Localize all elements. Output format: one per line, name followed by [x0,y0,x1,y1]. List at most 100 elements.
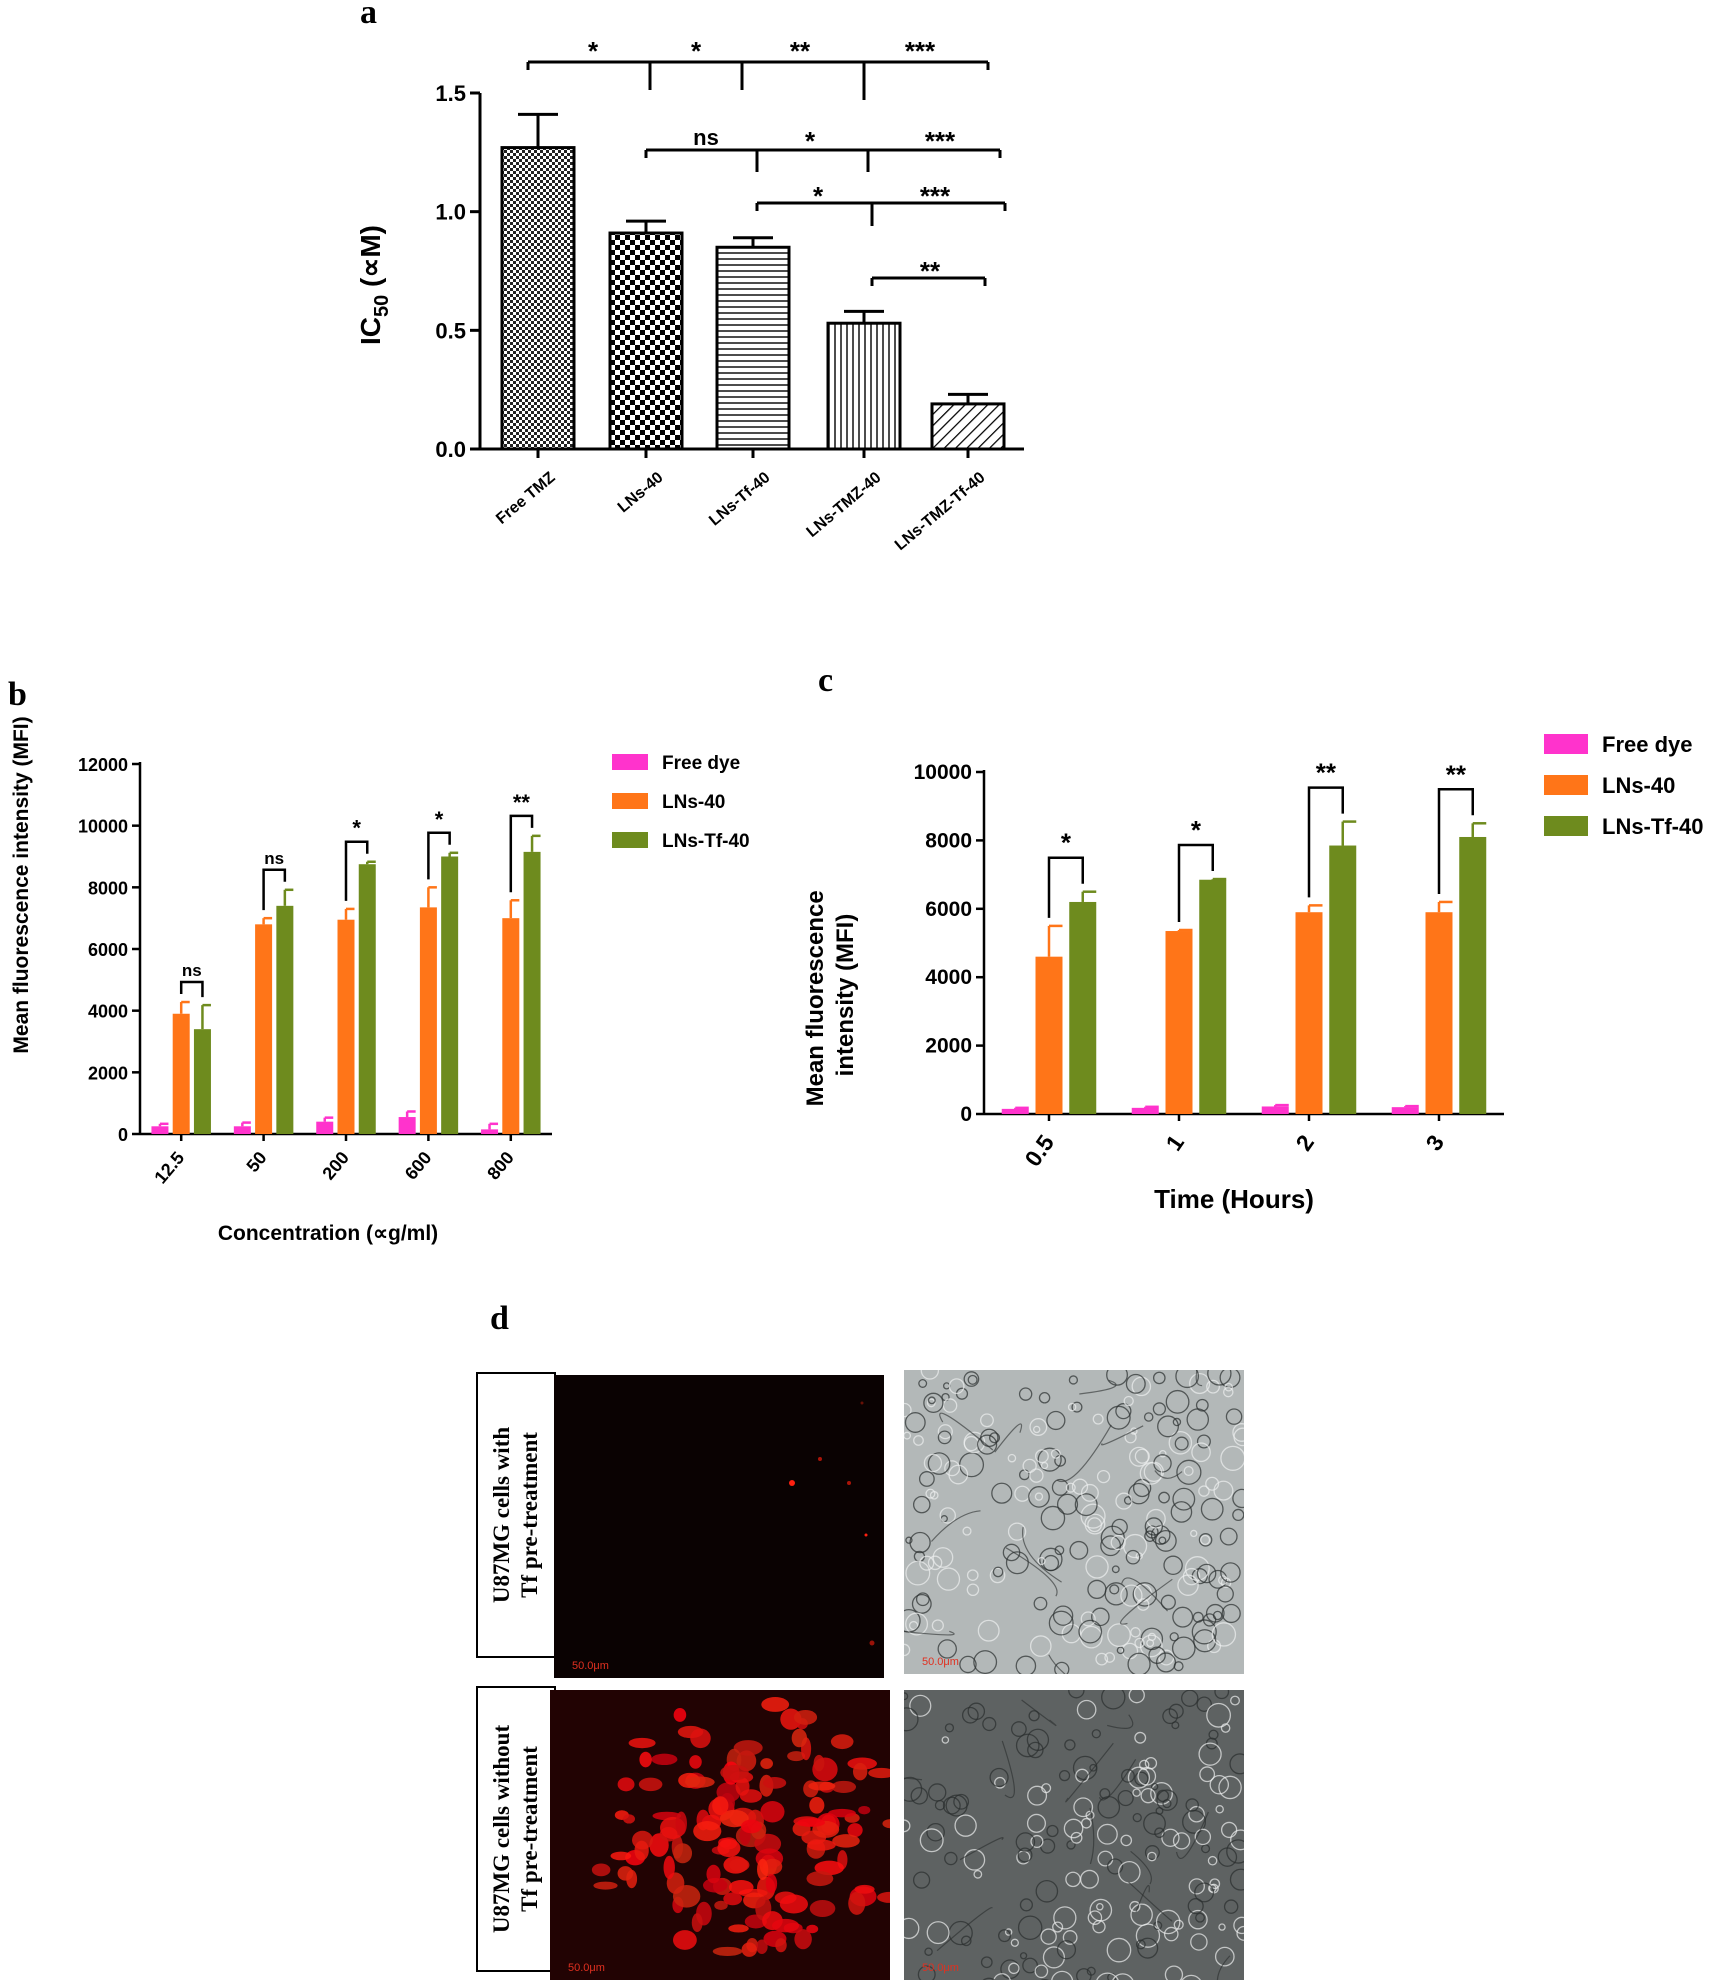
legend-swatch [1544,734,1588,754]
cell-outline [1022,1458,1037,1474]
cell-process [1121,1577,1169,1612]
cell-outline [1220,1445,1244,1471]
bar-free-dye [1391,1107,1419,1114]
cell-outline [1219,1527,1238,1546]
cell-outline [1144,1517,1164,1536]
bar-free-dye [398,1117,416,1134]
significance-label: * [691,36,702,66]
cell-blob [797,1818,826,1827]
cell-process [1005,1547,1058,1597]
x-tick-label: 2 [1290,1130,1319,1155]
cell-outline [941,1736,950,1744]
cell-outline [1120,1834,1133,1847]
cell-outline [1221,1603,1241,1624]
cell-outline [1010,1721,1027,1737]
cell-outline [920,1370,940,1380]
cell-outline [1128,1690,1145,1704]
cell-blob [858,1805,871,1815]
cell-outline [924,1947,933,1956]
cell-outline [1069,1540,1089,1560]
cell-blob [729,1858,750,1872]
cell-outline [1058,1769,1071,1782]
cell-outline [1071,1478,1089,1495]
significance-bracket [262,868,287,911]
significance-label: *** [905,36,936,66]
cell-outline [1150,1782,1159,1791]
cell-outline [1109,1584,1120,1595]
cell-blob [638,1777,663,1792]
cell-outline [1230,1829,1244,1851]
bar-lns-40 [1035,956,1063,1114]
cell-blob [735,1777,750,1796]
cell-outline [929,1490,939,1500]
cell-process [1048,1654,1066,1674]
cell-outline [904,1917,920,1940]
cell-outline [1005,1551,1029,1575]
cell-outline [912,1871,931,1889]
cell-outline [1026,1813,1047,1833]
cell-outline [1022,1957,1038,1974]
cell-outline [1140,1788,1156,1804]
cell-blob [628,1737,656,1749]
cell-outline [966,1583,980,1597]
cell-outline [1019,1898,1033,1912]
cell-outline [1209,1774,1230,1795]
cell-blob [712,1946,743,1956]
significance-bracket [1177,843,1214,923]
cell-outline [908,1620,919,1631]
cell-outline [1213,1480,1234,1501]
legend-label: LNs-Tf-40 [1602,814,1703,839]
cell-outline [1076,1968,1092,1980]
scale-bar-label: 50.0μm [922,1962,959,1974]
significance-bracket [509,814,534,893]
cell-outline [1172,1487,1196,1511]
cell-blob [791,1728,808,1748]
bar-free-dye [1131,1107,1159,1114]
cell-outline [1188,1909,1208,1930]
cell-outline [1067,1402,1077,1412]
cell-outline [1099,1788,1111,1800]
chart-b-xlabel: Concentration (∝g/ml) [218,1222,438,1245]
cell-outline [923,1392,944,1414]
cell-outline [1080,1503,1106,1529]
cell-outline [1111,1565,1120,1574]
cell-outline [973,1869,983,1879]
cell-outline [1152,1371,1166,1385]
cell-outline [1175,1370,1200,1389]
y-tick-label: 0.5 [435,318,466,343]
cell-outline [1216,1585,1234,1603]
cell-outline [937,1430,952,1445]
cell-process [1021,1527,1062,1583]
cell-outline [963,1849,986,1871]
cell-outline [991,1482,1013,1504]
significance-label: ** [1316,758,1337,788]
bar [715,245,791,451]
significance-bracket [1437,788,1474,894]
cell-blob [672,1930,697,1950]
cell-process [1130,1850,1152,1885]
bar-lns-40 [255,924,273,1134]
cell-outline [1110,1534,1126,1551]
cell-outline [1116,1646,1125,1655]
y-tick-label: 0.0 [435,437,466,462]
y-tick-label: 0 [118,1125,128,1145]
cell-outline [905,1536,913,1544]
legend-label: LNs-40 [662,792,725,813]
cell-outline [1068,1375,1079,1385]
cell-outline [1155,1806,1164,1815]
x-tick-label: LNs-Tf-40 [706,469,774,530]
cell-outline [1162,1708,1179,1725]
cell-outline [1004,1928,1013,1936]
cell-outline [1100,1535,1122,1557]
cell-blob [593,1881,618,1890]
cell-outline [1224,1382,1233,1392]
legend-swatch [612,832,648,848]
cell-outline [1214,1946,1235,1967]
cell-outline [1132,1582,1158,1607]
cell-outline [1076,1699,1097,1720]
cell-outline [1028,1710,1040,1722]
cell-outline [1127,1652,1151,1674]
cell-outline [1236,1925,1244,1941]
cell-outline [1040,1461,1049,1470]
cell-outline [1029,1635,1052,1657]
